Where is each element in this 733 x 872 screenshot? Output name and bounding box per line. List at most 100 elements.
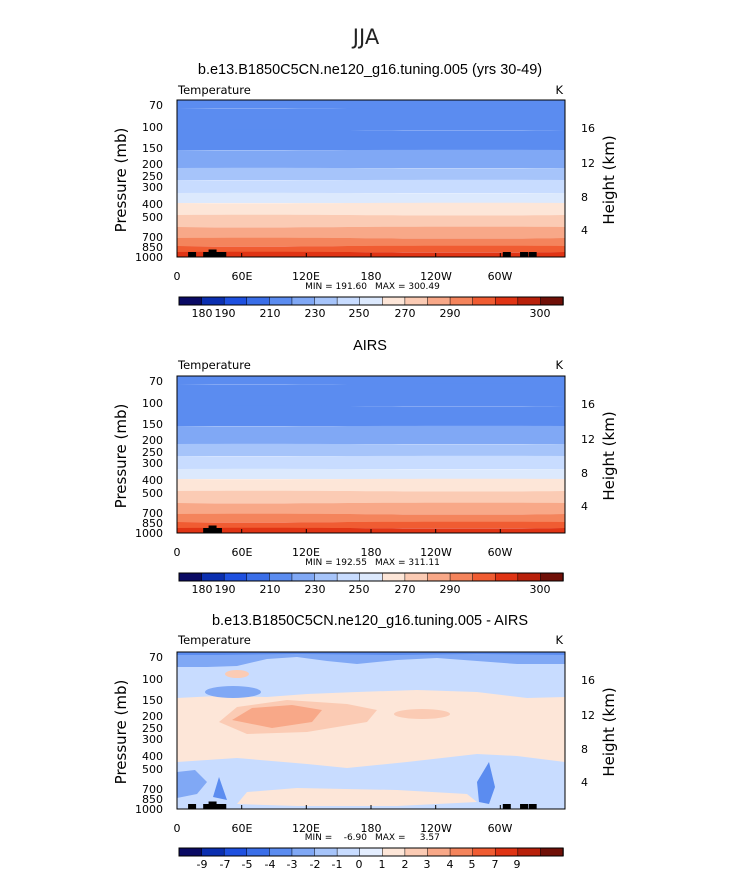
plot-fill xyxy=(177,99,565,257)
colorbar-cell xyxy=(540,572,564,582)
colorbar-cell xyxy=(427,572,451,582)
x-tick-label: 120W xyxy=(420,546,452,559)
contour-band xyxy=(177,149,565,168)
colorbar-cell xyxy=(178,847,203,857)
x-tick-label: 60W xyxy=(488,822,513,835)
x-tick-label: 60E xyxy=(232,546,253,559)
colorbar xyxy=(178,572,564,582)
y-tick-label: 400 xyxy=(142,474,163,487)
panel-obs: AIRS Temperature K 70 100 150 200 250 30… xyxy=(112,338,618,596)
colorbar-label: -1 xyxy=(332,858,343,871)
colorbar-label: 230 xyxy=(305,583,326,596)
y2-tick-label: 4 xyxy=(581,500,588,513)
x-tick-label: 0 xyxy=(174,822,181,835)
colorbar-cell xyxy=(472,572,496,582)
y2-tick-label: 16 xyxy=(581,674,595,687)
y-tick-label: 150 xyxy=(142,694,163,707)
season-title: JJA xyxy=(351,25,380,49)
y-tick-label: 70 xyxy=(149,99,163,112)
terrain-block xyxy=(502,804,511,809)
colorbar-cell xyxy=(269,572,293,582)
colorbar-labels: -9 -7 -5 -4 -3 -2 -1 0 1 2 3 4 5 7 9 xyxy=(197,858,521,871)
colorbar-label: 2 xyxy=(402,858,409,871)
min-label: MIN = 191.60 xyxy=(305,282,367,292)
terrain-block xyxy=(213,804,222,809)
contour-band xyxy=(177,226,565,238)
diff-region-warm-east xyxy=(394,709,450,719)
y-axis-label: Pressure (mb) xyxy=(112,128,130,233)
terrain-block xyxy=(188,804,197,809)
terrain-block xyxy=(520,252,529,257)
terrain-block xyxy=(208,801,217,809)
colorbar-cell xyxy=(404,847,429,857)
colorbar-label: 3 xyxy=(424,858,431,871)
colorbar-cell xyxy=(494,847,519,857)
contour-band xyxy=(177,375,565,384)
colorbar-cell xyxy=(427,847,451,857)
contour-band xyxy=(177,179,565,193)
y-tick-label: 200 xyxy=(142,434,163,447)
colorbar-cell xyxy=(314,296,338,306)
field-label: Temperature xyxy=(177,633,251,647)
diff-region-top-strong xyxy=(177,652,565,655)
colorbar-label: 270 xyxy=(395,307,416,320)
y-tick-label: 200 xyxy=(142,710,163,723)
panel-title: b.e13.B1850C5CN.ne120_g16.tuning.005 - A… xyxy=(212,613,528,629)
colorbar-cell xyxy=(178,572,203,582)
x-tick-label: 0 xyxy=(174,270,181,283)
plot-area xyxy=(176,375,566,534)
y-tick-label: 850 xyxy=(142,793,163,806)
x-tick-label: 120W xyxy=(420,270,452,283)
colorbar-cell xyxy=(223,572,248,582)
colorbar-cell xyxy=(449,572,474,582)
colorbar-label: -7 xyxy=(220,858,231,871)
y2-axis-ticks: 16 12 8 4 xyxy=(581,398,595,513)
colorbar-cell xyxy=(314,572,338,582)
plot-area xyxy=(176,651,566,810)
min-label: MIN = 192.55 xyxy=(305,558,367,568)
colorbar-cell xyxy=(494,572,519,582)
x-tick-label: 180 xyxy=(361,270,382,283)
colorbar-cell xyxy=(517,296,542,306)
diff-region-cool-spot xyxy=(205,686,261,698)
colorbar-cell xyxy=(336,296,361,306)
colorbar-cells xyxy=(178,572,564,582)
y2-tick-label: 12 xyxy=(581,709,595,722)
terrain-block xyxy=(208,249,217,257)
y2-tick-label: 12 xyxy=(581,157,595,170)
max-label: MAX = 300.49 xyxy=(375,282,440,292)
x-tick-label: 60E xyxy=(232,822,253,835)
y2-tick-label: 12 xyxy=(581,433,595,446)
y-tick-label: 300 xyxy=(142,457,163,470)
colorbar-cell xyxy=(449,847,474,857)
y2-axis-ticks: 16 12 8 4 xyxy=(581,122,595,237)
contour-band xyxy=(177,455,565,469)
field-label: Temperature xyxy=(177,83,251,97)
y2-axis-label: Height (km) xyxy=(600,687,618,776)
colorbar-label: 180 xyxy=(192,583,213,596)
terrain-block xyxy=(520,804,529,809)
y-tick-label: 400 xyxy=(142,198,163,211)
diff-region-upper-cool xyxy=(177,652,565,698)
colorbar-label: 250 xyxy=(349,307,370,320)
colorbar-cell xyxy=(223,296,248,306)
colorbar-cell xyxy=(427,296,451,306)
contour-band xyxy=(177,443,565,456)
colorbar-frame xyxy=(178,296,564,306)
y-tick-label: 100 xyxy=(142,397,163,410)
colorbar-label: -5 xyxy=(242,858,253,871)
y2-tick-label: 8 xyxy=(581,467,588,480)
colorbar-label: 210 xyxy=(260,583,281,596)
x-axis-ticks: 0 60E 120E 180 120W 60W xyxy=(174,270,513,283)
colorbar-cell xyxy=(178,296,203,306)
y-axis-label: Pressure (mb) xyxy=(112,404,130,509)
field-label: Temperature xyxy=(177,358,251,372)
colorbar-label: -3 xyxy=(287,858,298,871)
y2-axis-ticks: 16 12 8 4 xyxy=(581,674,595,789)
colorbar-cell xyxy=(540,847,564,857)
y2-tick-label: 8 xyxy=(581,743,588,756)
x-tick-label: 60E xyxy=(232,270,253,283)
diff-region-surface-blue xyxy=(177,770,207,798)
contour-band xyxy=(177,521,565,528)
